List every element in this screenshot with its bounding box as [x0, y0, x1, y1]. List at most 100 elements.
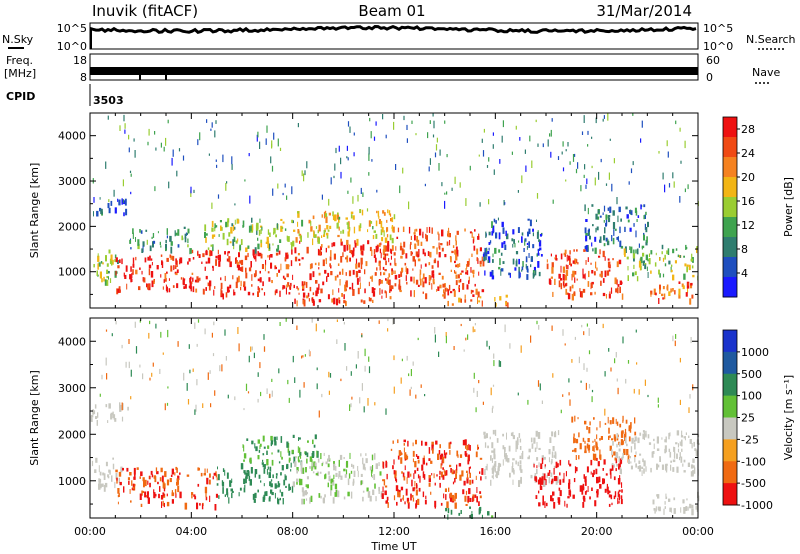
data-cell — [616, 261, 619, 268]
data-cell — [624, 428, 627, 435]
data-cell — [238, 252, 240, 258]
data-cell — [604, 227, 606, 234]
data-cell — [314, 234, 317, 238]
sparse-cell — [271, 390, 273, 397]
data-cell — [608, 215, 610, 220]
data-cell — [163, 487, 166, 492]
data-cell — [324, 210, 327, 215]
data-cell — [467, 495, 470, 502]
data-cell — [668, 291, 671, 296]
data-cell — [591, 204, 594, 207]
data-cell — [569, 490, 572, 497]
data-cell — [407, 440, 409, 447]
data-cell — [416, 236, 418, 243]
data-cell — [608, 217, 611, 223]
sparse-cell — [178, 148, 181, 152]
data-cell — [606, 240, 610, 246]
data-cell — [217, 474, 220, 481]
data-cell — [608, 427, 610, 434]
data-cell — [594, 500, 597, 507]
data-cell — [265, 241, 268, 244]
data-cell — [338, 216, 341, 220]
data-cell — [361, 251, 364, 256]
data-cell — [672, 467, 675, 472]
sparse-cell — [474, 323, 476, 326]
data-cell — [342, 229, 345, 234]
data-cell — [519, 438, 522, 443]
sparse-cell — [395, 164, 397, 170]
data-cell — [573, 433, 575, 437]
data-cell — [92, 409, 94, 415]
data-cell — [683, 255, 685, 258]
data-cell — [199, 277, 201, 281]
data-cell — [407, 502, 410, 509]
data-cell — [607, 207, 610, 211]
sparse-cell — [519, 137, 521, 141]
sparse-cell — [385, 134, 387, 139]
data-cell — [291, 243, 293, 250]
data-cell — [249, 457, 252, 464]
data-cell — [379, 288, 381, 295]
data-cell — [535, 495, 538, 499]
sparse-cell — [148, 332, 150, 339]
data-cell — [150, 470, 153, 475]
data-cell — [150, 271, 154, 278]
data-cell — [98, 478, 100, 483]
data-cell — [639, 453, 642, 456]
data-cell — [166, 501, 170, 507]
sparse-cell — [565, 179, 567, 182]
data-cell — [437, 231, 439, 235]
data-cell — [253, 252, 255, 258]
data-cell — [325, 258, 327, 265]
data-cell — [371, 454, 374, 461]
sparse-cell — [216, 164, 218, 168]
data-cell — [286, 441, 289, 448]
data-cell — [472, 274, 475, 278]
data-cell — [491, 442, 494, 449]
data-cell — [302, 292, 306, 298]
data-cell — [673, 508, 676, 514]
data-cell — [620, 499, 623, 505]
data-cell — [532, 232, 534, 237]
data-cell — [638, 465, 642, 472]
data-cell — [457, 274, 460, 279]
data-cell — [254, 473, 256, 478]
data-cell — [634, 417, 636, 424]
data-cell — [379, 263, 381, 271]
data-cell — [112, 259, 114, 265]
data-cell — [93, 264, 95, 268]
data-cell — [607, 490, 610, 495]
data-cell — [655, 506, 657, 512]
data-cell — [555, 461, 558, 467]
data-cell — [586, 466, 589, 473]
data-cell — [439, 444, 441, 449]
data-cell — [474, 494, 477, 498]
data-region — [90, 402, 129, 426]
data-cell — [380, 271, 382, 276]
data-cell — [630, 246, 633, 254]
sparse-cell — [490, 387, 492, 396]
data-cell — [377, 245, 379, 252]
data-cell — [263, 494, 266, 500]
sparse-cell — [222, 154, 224, 163]
data-cell — [290, 242, 293, 245]
data-cell — [524, 238, 527, 242]
data-cell — [349, 287, 352, 290]
data-cell — [509, 273, 511, 278]
sparse-cell — [121, 344, 123, 349]
data-cell — [357, 466, 359, 471]
data-cell — [360, 473, 363, 477]
data-cell — [108, 207, 111, 214]
sparse-cell — [128, 147, 130, 153]
data-cell — [417, 239, 420, 246]
data-cell — [485, 466, 488, 470]
sparse-cell — [130, 173, 132, 177]
data-cell — [285, 264, 288, 270]
y-axis-title: Slant Range [km] — [28, 163, 41, 259]
data-region — [611, 430, 700, 477]
data-cell — [156, 471, 159, 475]
data-cell — [259, 225, 263, 228]
data-cell — [259, 443, 262, 447]
sparse-cell — [674, 340, 676, 347]
data-cell — [382, 249, 385, 256]
